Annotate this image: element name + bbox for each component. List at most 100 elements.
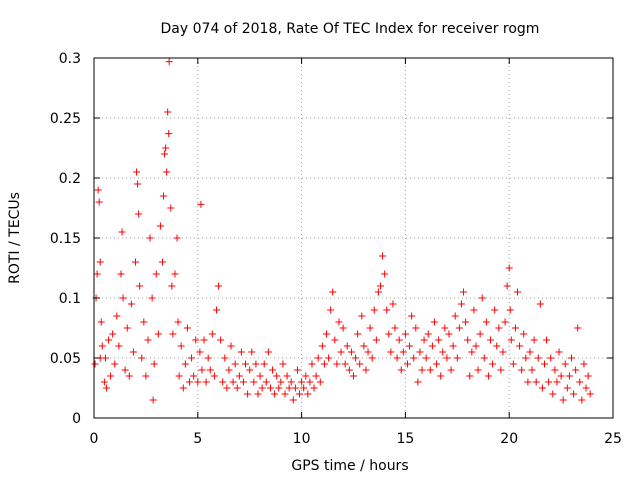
data-point — [503, 282, 511, 290]
data-point — [136, 282, 144, 290]
data-point — [401, 330, 409, 338]
data-point — [414, 378, 422, 386]
data-point — [167, 204, 175, 212]
data-point — [233, 384, 241, 392]
data-point — [376, 282, 384, 290]
data-point — [256, 372, 264, 380]
data-point — [445, 330, 453, 338]
data-point — [447, 366, 455, 374]
data-point — [335, 318, 343, 326]
data-point — [435, 336, 443, 344]
axis-ticks: 0 5 10 15 20 25 0 0.05 0.1 0.15 0.2 0.25 0.3 — [50, 51, 622, 447]
data-point — [418, 366, 426, 374]
data-point — [231, 360, 239, 368]
data-point — [455, 324, 463, 332]
data-point — [179, 384, 187, 392]
data-point — [266, 384, 274, 392]
data-point — [567, 354, 575, 362]
data-point — [174, 318, 182, 326]
data-point — [165, 130, 173, 138]
data-point — [551, 366, 559, 374]
data-point — [197, 200, 205, 208]
data-point — [225, 366, 233, 374]
chart-title: Day 074 of 2018, Rate Of TEC Index for r… — [161, 21, 540, 37]
data-point — [565, 372, 573, 380]
data-point — [244, 390, 252, 398]
data-point — [506, 306, 514, 314]
data-point — [491, 306, 499, 314]
data-point — [416, 348, 424, 356]
data-point — [227, 342, 235, 350]
data-point — [576, 378, 584, 386]
data-point — [115, 342, 123, 350]
data-point — [343, 342, 351, 350]
data-point — [555, 348, 563, 356]
data-point — [339, 324, 347, 332]
data-point — [453, 354, 461, 362]
data-point — [570, 390, 578, 398]
data-point — [314, 354, 322, 362]
data-point — [235, 372, 243, 380]
data-point — [391, 324, 399, 332]
data-point — [98, 342, 106, 350]
data-point — [528, 366, 536, 374]
data-point — [497, 366, 505, 374]
data-point — [221, 354, 229, 362]
data-point — [168, 282, 176, 290]
y-tick-label: 0.2 — [59, 171, 81, 187]
data-point — [208, 330, 216, 338]
data-point — [387, 348, 395, 356]
data-point — [323, 330, 331, 338]
data-point — [162, 144, 170, 152]
data-point — [308, 360, 316, 368]
data-point — [242, 360, 250, 368]
data-point — [557, 372, 565, 380]
data-point — [534, 354, 542, 362]
data-point — [202, 378, 210, 386]
data-point — [229, 378, 237, 386]
data-point — [275, 384, 283, 392]
data-point — [175, 372, 183, 380]
data-point — [532, 378, 540, 386]
data-point — [379, 252, 387, 260]
data-point — [212, 306, 220, 314]
data-point — [499, 348, 507, 356]
data-point — [254, 390, 262, 398]
data-point — [468, 348, 476, 356]
data-point — [586, 390, 594, 398]
data-point — [312, 372, 320, 380]
data-point — [422, 354, 430, 362]
data-point — [287, 378, 295, 386]
data-point — [354, 330, 362, 338]
data-point — [347, 348, 355, 356]
data-point — [530, 336, 538, 344]
data-point — [262, 378, 270, 386]
data-point — [543, 336, 551, 344]
data-point — [260, 360, 268, 368]
data-point — [113, 312, 121, 320]
data-point — [439, 348, 447, 356]
data-point — [148, 294, 156, 302]
x-tick-label: 15 — [396, 431, 414, 447]
data-point — [239, 378, 247, 386]
data-point — [100, 378, 108, 386]
data-point — [509, 360, 517, 368]
data-point — [366, 324, 374, 332]
data-point — [291, 384, 299, 392]
data-point — [505, 264, 513, 272]
data-point — [318, 342, 326, 350]
data-point — [123, 324, 131, 332]
data-point — [102, 384, 110, 392]
data-point — [121, 366, 129, 374]
data-point — [156, 222, 164, 230]
data-point — [160, 192, 168, 200]
data-point — [522, 354, 530, 362]
data-point — [146, 234, 154, 242]
data-point — [464, 336, 472, 344]
data-point — [437, 372, 445, 380]
data-point — [352, 354, 360, 362]
data-point — [441, 324, 449, 332]
data-point — [493, 342, 501, 350]
data-point — [250, 378, 258, 386]
data-point — [381, 270, 389, 278]
